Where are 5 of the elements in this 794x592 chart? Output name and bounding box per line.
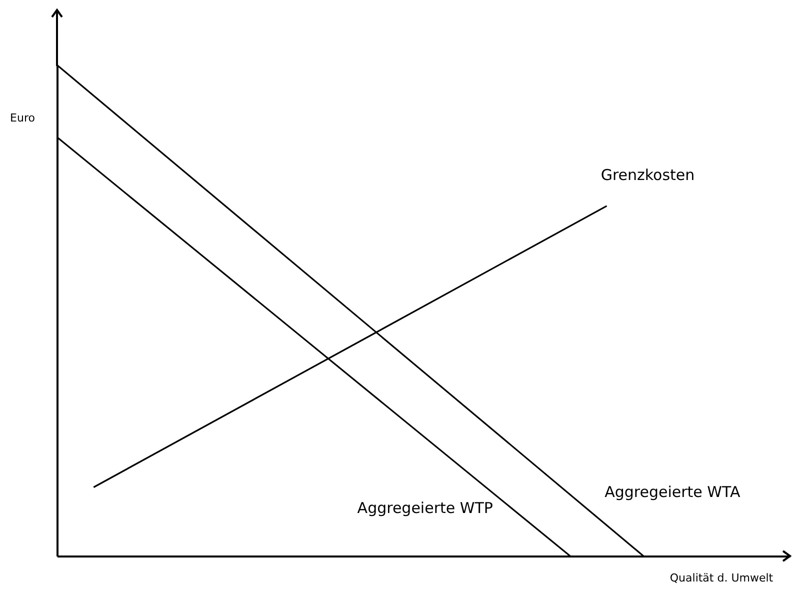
- series-label: Aggregeierte WTA: [604, 483, 741, 501]
- y-axis-title: Euro: [10, 112, 36, 124]
- x-axis-title: Qualität d. Umwelt: [670, 572, 774, 584]
- series-label: Grenzkosten: [600, 166, 695, 184]
- series-label: Aggregeierte WTP: [357, 499, 493, 517]
